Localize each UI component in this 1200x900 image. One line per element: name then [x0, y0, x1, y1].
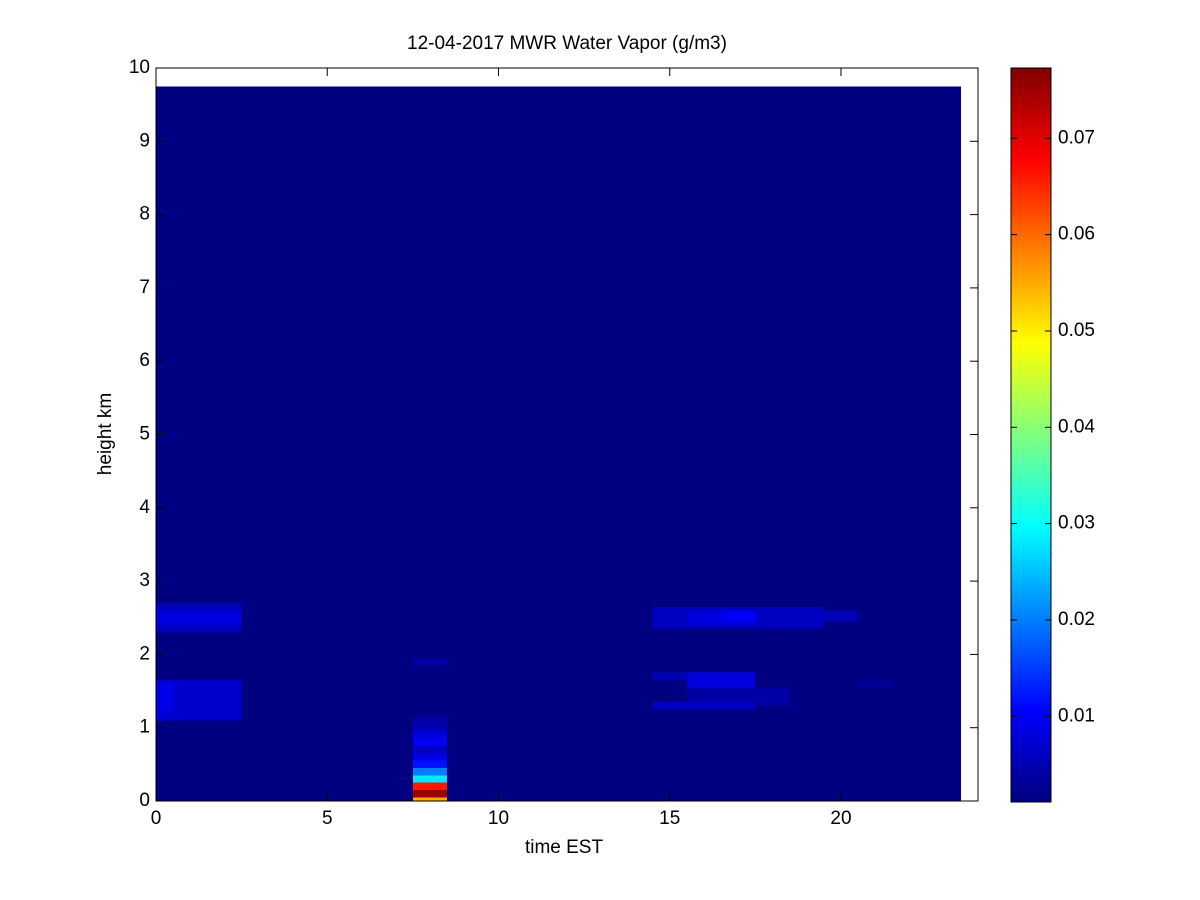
heatmap-cell: [156, 683, 174, 714]
heatmap-cell: [412, 782, 448, 791]
x-axis-label: time EST: [525, 837, 604, 858]
y-tick-label: 10: [129, 57, 150, 78]
colorbar-tick-label: 0.06: [1058, 224, 1095, 245]
y-tick-label: 6: [139, 350, 150, 371]
heatmap-cell: [156, 610, 242, 626]
heatmap-cell: [858, 680, 893, 688]
heatmap-cell: [412, 658, 448, 666]
x-tick-label: 20: [830, 808, 851, 829]
heatmap-cell: [156, 86, 961, 801]
heatmap: [156, 86, 961, 801]
y-tick-label: 8: [139, 204, 150, 225]
axes: 0 5 10 15 20 0 1 2 3 4 5 6 7 8 9 10: [129, 57, 979, 829]
y-tick-label: 2: [139, 643, 150, 664]
colorbar-tick-label: 0.02: [1058, 609, 1095, 630]
y-tick-label: 5: [139, 424, 150, 445]
heatmap-cell: [412, 790, 448, 798]
heatmap-cell: [412, 760, 448, 769]
x-tick-label: 15: [659, 808, 680, 829]
heatmap-cell: [412, 724, 448, 732]
heatmap-cell: [412, 753, 448, 761]
y-tick-label: 0: [139, 790, 150, 811]
heatmap-cell: [721, 610, 756, 622]
chart-title: 12-04-2017 MWR Water Vapor (g/m3): [407, 33, 727, 54]
heatmap-cell: [412, 797, 448, 801]
y-tick-label: 4: [139, 497, 150, 518]
colorbar-tick-label: 0.05: [1058, 320, 1095, 341]
y-axis-label: height km: [95, 393, 116, 475]
y-tick-label: 1: [139, 717, 150, 738]
heatmap-cell: [412, 731, 448, 739]
heatmap-cell: [686, 672, 756, 688]
heatmap-cell: [412, 775, 448, 783]
colorbar-tick-label: 0.01: [1058, 705, 1095, 726]
x-tick-label: 5: [322, 808, 333, 829]
y-tick-label: 3: [139, 570, 150, 591]
colorbar: [1010, 67, 1052, 803]
y-tick-label: 7: [139, 277, 150, 298]
heatmap-cell: [412, 716, 448, 725]
heatmap-cell: [686, 687, 790, 706]
heatmap-cell: [412, 738, 448, 747]
colorbar-tick-label: 0.03: [1058, 513, 1095, 534]
colorbar-tick-label: 0.04: [1058, 416, 1095, 437]
heatmap-cell: [823, 610, 859, 622]
heatmap-cell: [412, 768, 448, 776]
heatmap-cell: [652, 702, 756, 710]
heatmap-cell: [412, 746, 448, 754]
x-tick-label: 0: [151, 808, 162, 829]
colorbar-tick-label: 0.07: [1058, 127, 1095, 148]
y-tick-label: 9: [139, 130, 150, 151]
heatmap-cell: [652, 672, 687, 681]
x-tick-label: 10: [488, 808, 509, 829]
